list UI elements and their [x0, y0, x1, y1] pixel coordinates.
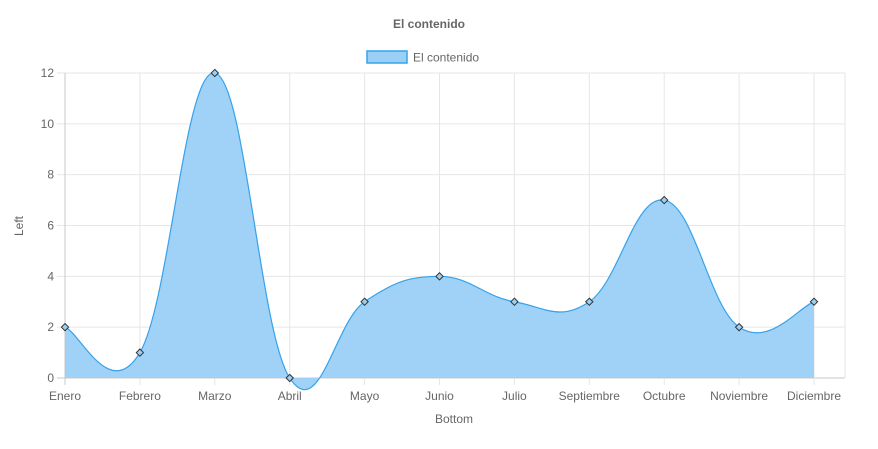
data-point-mayo[interactable] — [360, 297, 369, 307]
data-point-marzo[interactable] — [210, 68, 220, 78]
y-tick-label: 2 — [47, 320, 54, 334]
data-point-diciembre[interactable] — [809, 297, 819, 307]
y-tick-label: 10 — [41, 117, 55, 131]
x-tick-label: Enero — [49, 389, 81, 403]
x-tick-label: Noviembre — [710, 389, 768, 403]
x-tick-label: Junio — [425, 389, 454, 403]
data-point-octubre[interactable] — [659, 195, 669, 205]
x-tick-label: Mayo — [350, 389, 380, 403]
data-points — [60, 68, 819, 383]
series-area — [64, 72, 815, 390]
x-tick-label: Octubre — [643, 389, 686, 403]
x-axis-label: Bottom — [435, 412, 473, 426]
data-point-junio[interactable] — [435, 272, 444, 281]
x-tick-label: Diciembre — [787, 389, 841, 403]
y-tick-label: 8 — [47, 168, 54, 182]
data-point-enero[interactable] — [60, 322, 70, 332]
data-point-abril[interactable] — [285, 373, 295, 383]
y-axis-label: Left — [12, 215, 26, 236]
x-tick-label: Septiembre — [559, 389, 621, 403]
y-axis-ticks: 0 2 4 6 8 10 12 — [41, 66, 55, 385]
data-point-febrero[interactable] — [135, 348, 145, 357]
legend-label: El contenido — [413, 51, 479, 65]
x-tick-label: Abril — [278, 389, 302, 403]
y-tick-label: 0 — [47, 371, 54, 385]
chart-title: El contenido — [393, 17, 465, 31]
x-tick-label: Febrero — [119, 389, 161, 403]
data-point-julio[interactable] — [510, 297, 519, 307]
data-point-septiembre[interactable] — [584, 297, 594, 307]
x-tick-label: Julio — [502, 389, 527, 403]
data-point-noviembre[interactable] — [734, 322, 744, 332]
y-tick-label: 12 — [41, 66, 55, 80]
series-line — [64, 72, 815, 390]
x-tick-label: Marzo — [198, 389, 232, 403]
series-area-fill — [65, 72, 814, 390]
x-axis-ticks: Enero Febrero Marzo Abril Mayo Junio Julio Sept… — [49, 389, 841, 403]
y-tick-label: 6 — [47, 219, 54, 233]
y-tick-label: 4 — [47, 269, 54, 283]
legend[interactable]: El contenido — [366, 50, 479, 65]
legend-swatch — [366, 50, 408, 64]
